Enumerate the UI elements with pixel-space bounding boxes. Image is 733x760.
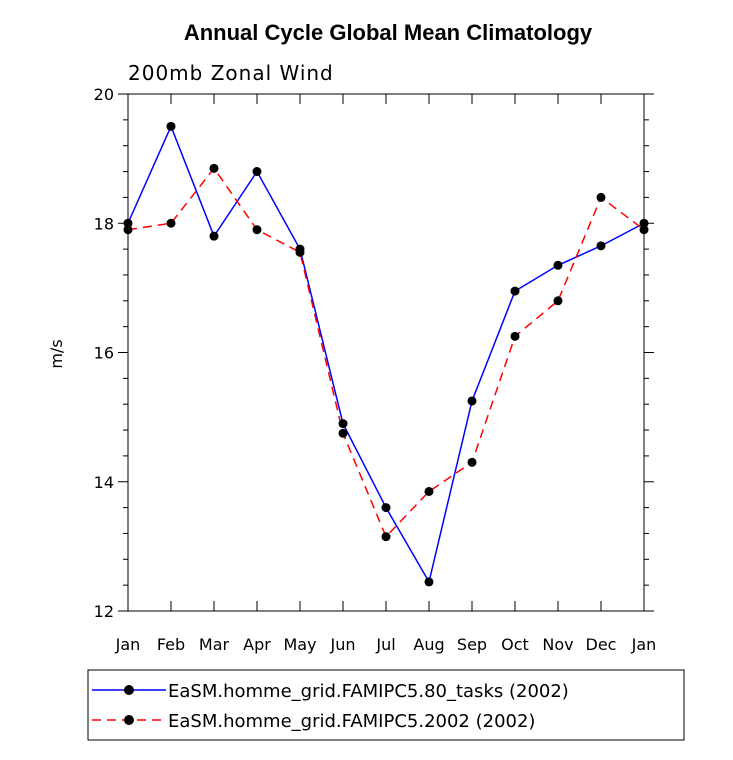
x-tick-label: Dec [586,635,617,654]
legend-entry: EaSM.homme_grid.FAMIPC5.80_tasks (2002) [92,681,569,702]
data-point-series-1 [596,241,606,251]
data-point-series-2 [639,225,649,235]
x-tick-label: Jul [375,635,395,654]
data-point-series-2 [510,331,520,341]
data-point-series-1 [510,286,520,296]
x-tick-label: Jun [330,635,356,654]
data-point-series-2 [338,428,348,438]
data-point-series-1 [381,503,391,513]
data-point-series-1 [553,260,563,270]
data-point-series-2 [252,225,262,235]
y-tick-label: 16 [94,344,114,363]
data-point-series-2 [424,486,434,496]
chart-title: Annual Cycle Global Mean Climatology [184,20,593,45]
data-point-series-2 [123,225,133,235]
series-line-1 [127,124,645,584]
x-tick-label: Nov [542,635,573,654]
legend-label-series-1: EaSM.homme_grid.FAMIPC5.80_tasks (2002) [168,681,569,702]
y-tick-label: 12 [94,602,114,621]
data-point-series-2 [166,218,176,228]
y-ticks: 12 14 16 18 20 [94,85,654,621]
data-point-series-1 [252,167,262,177]
x-tick-label: May [283,635,316,654]
series-layer [123,121,649,587]
x-tick-label: Oct [501,635,529,654]
legend-box [87,669,685,741]
data-point-series-1 [123,218,133,228]
data-point-series-2 [553,296,563,306]
data-point-series-1 [209,231,219,241]
x-tick-label: Aug [413,635,444,654]
x-tick-label: Sep [457,635,487,654]
x-tick-label: Mar [199,635,230,654]
series-line-2 [127,167,645,539]
data-point-series-2 [596,192,606,202]
y-tick-label: 14 [94,473,114,492]
data-point-series-2 [209,163,219,173]
data-point-series-1 [166,121,176,131]
y-tick-label: 20 [94,85,114,104]
legend-label-series-2: EaSM.homme_grid.FAMIPC5.2002 (2002) [168,711,535,732]
data-point-series-2 [295,247,305,257]
x-tick-label: Jan [631,635,657,654]
data-point-series-1 [424,577,434,587]
data-point-series-1 [467,396,477,406]
y-tick-label: 18 [94,214,114,233]
data-point-series-2 [467,457,477,467]
x-tick-label: Apr [243,635,271,654]
legend-marker-series-1 [124,685,134,695]
chart-subtitle: 200mb Zonal Wind [128,61,334,85]
legend-entry: EaSM.homme_grid.FAMIPC5.2002 (2002) [92,711,535,732]
data-point-series-2 [381,532,391,542]
data-point-series-1 [639,218,649,228]
x-tick-label: Jan [115,635,141,654]
legend-marker-series-2 [124,715,134,725]
legend: EaSM.homme_grid.FAMIPC5.80_tasks (2002) … [87,669,685,741]
x-ticks: Jan Feb Mar Apr May Jun Jul Aug Sep Oct Nov Dec Jan [115,94,657,654]
y-axis-label: m/s [47,339,66,368]
data-point-series-1 [338,419,348,429]
x-tick-label: Feb [157,635,185,654]
